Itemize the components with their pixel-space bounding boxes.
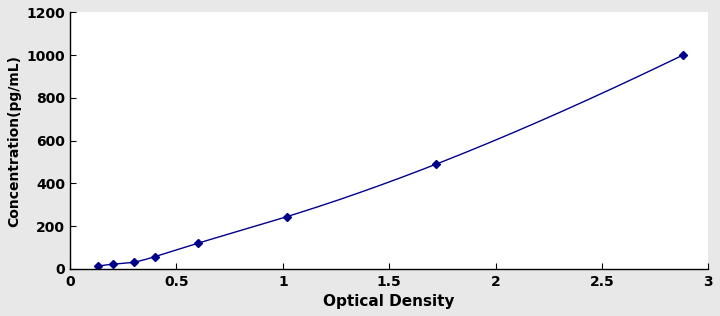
X-axis label: Optical Density: Optical Density (323, 294, 455, 309)
Y-axis label: Concentration(pg/mL): Concentration(pg/mL) (7, 55, 21, 227)
